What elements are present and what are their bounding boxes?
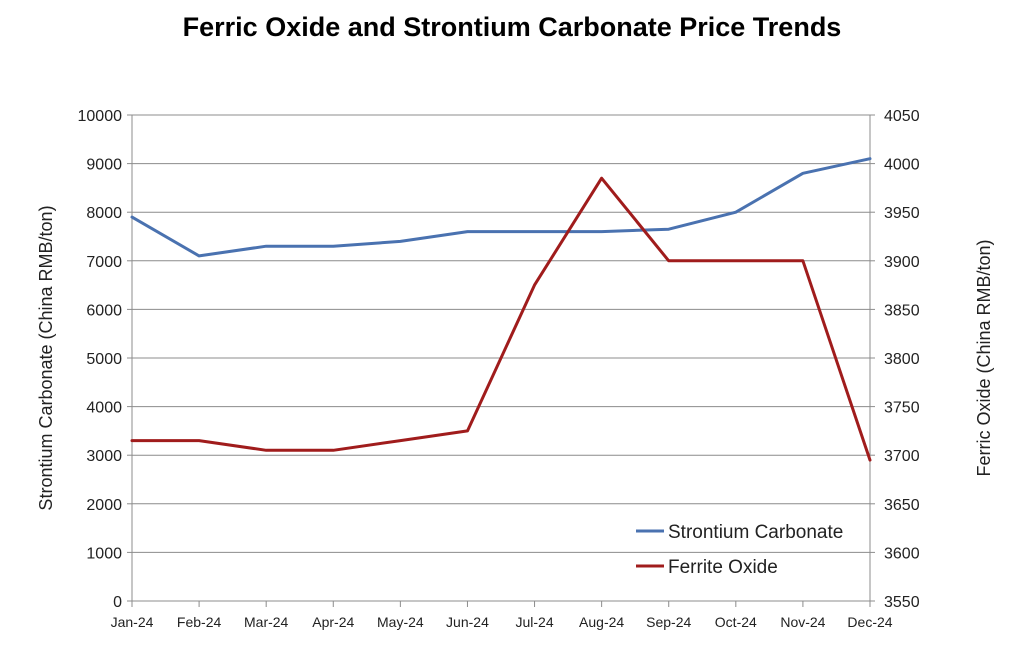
right-tick-label-6: 3850	[884, 302, 920, 319]
left-tick-label-0: 0	[113, 594, 122, 611]
left-tick-label-7: 7000	[86, 254, 122, 271]
right-tick-label-5: 3800	[884, 351, 920, 368]
series-line-ferrite-oxide	[130, 176, 872, 462]
right-tick-label-8: 3950	[884, 205, 920, 222]
x-tick-label-6: Jul-24	[515, 614, 553, 630]
legend: Strontium Carbonate Ferrite Oxide	[636, 522, 843, 578]
x-tick-label-5: Jun-24	[446, 614, 489, 630]
right-tick-label-7: 3900	[884, 254, 920, 271]
left-tick-label-10: 10000	[78, 108, 123, 125]
x-tick-label-0: Jan-24	[111, 614, 154, 630]
x-tick-label-4: May-24	[377, 614, 424, 630]
x-tick-label-2: Mar-24	[244, 614, 289, 630]
x-tick-label-9: Oct-24	[715, 614, 757, 630]
right-tick-label-10: 4050	[884, 108, 920, 125]
x-tick-label-11: Dec-24	[847, 614, 892, 630]
right-tick-label-3: 3700	[884, 448, 920, 465]
x-tick-label-3: Apr-24	[312, 614, 354, 630]
left-tick-label-8: 8000	[86, 205, 122, 222]
right-tick-label-0: 3550	[884, 594, 920, 611]
series-lines	[130, 157, 872, 462]
left-tick-label-1: 1000	[86, 545, 122, 562]
x-tick-label-1: Feb-24	[177, 614, 222, 630]
right-y-axis-label: Ferric Oxide (China RMB/ton)	[974, 239, 994, 476]
legend-label-ferrite-oxide: Ferrite Oxide	[668, 557, 778, 578]
x-axis-ticks: Jan-24 Feb-24 Mar-24 Apr-24 May-24 Jun-24 Jul-…	[111, 601, 893, 630]
x-tick-label-7: Aug-24	[579, 614, 624, 630]
left-y-axis-ticks: 0 1000 2000 3000 4000 5000 6000 7000 8000 9000 100…	[78, 108, 132, 611]
left-y-axis-label: Strontium Carbonate (China RMB/ton)	[36, 205, 56, 510]
x-tick-label-8: Sep-24	[646, 614, 691, 630]
chart-title: Ferric Oxide and Strontium Carbonate Pri…	[182, 12, 842, 42]
right-y-axis-ticks: 3550 3600 3650 3700 3750 3800 3850 3900 3950 4000…	[870, 108, 920, 611]
left-tick-label-6: 6000	[86, 302, 122, 319]
series-line-strontium-carbonate	[130, 157, 872, 258]
left-tick-label-3: 3000	[86, 448, 122, 465]
right-tick-label-4: 3750	[884, 400, 920, 417]
axes	[131, 115, 871, 607]
left-tick-label-2: 2000	[86, 497, 122, 514]
left-tick-label-5: 5000	[86, 351, 122, 368]
left-tick-label-4: 4000	[86, 400, 122, 417]
legend-label-strontium-carbonate: Strontium Carbonate	[668, 522, 843, 543]
gridlines	[132, 114, 870, 553]
x-tick-label-10: Nov-24	[780, 614, 825, 630]
right-tick-label-2: 3650	[884, 497, 920, 514]
right-tick-label-9: 4000	[884, 157, 920, 174]
right-tick-label-1: 3600	[884, 545, 920, 562]
left-tick-label-9: 9000	[86, 157, 122, 174]
